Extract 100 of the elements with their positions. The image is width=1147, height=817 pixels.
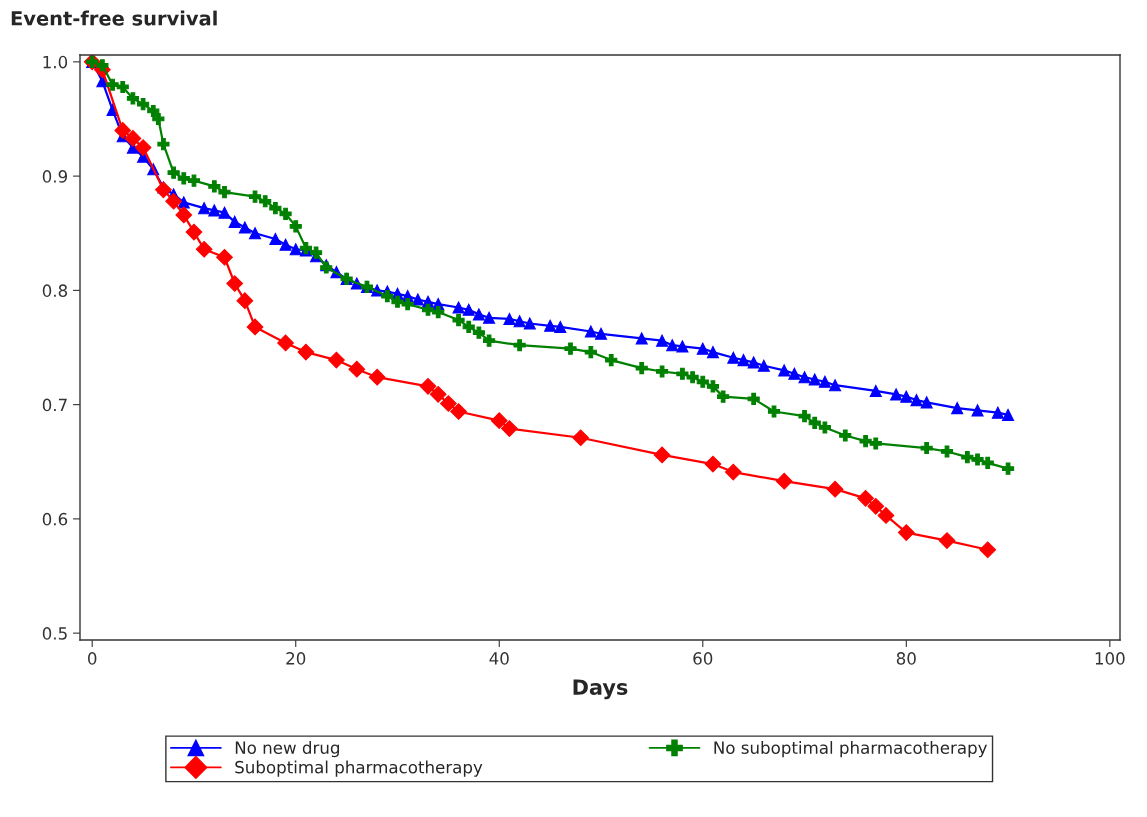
x-tick-label: 60 <box>693 652 713 665</box>
point <box>981 456 994 469</box>
point <box>137 98 150 111</box>
point <box>920 441 933 455</box>
y-tick-label: 0.9 <box>42 170 68 183</box>
point <box>106 78 119 91</box>
point <box>635 361 648 375</box>
point <box>656 365 669 378</box>
legend-label: Suboptimal pharmacotherapy <box>235 760 483 777</box>
point <box>747 392 760 405</box>
point <box>134 139 152 156</box>
point <box>897 524 915 541</box>
point <box>839 429 852 442</box>
point <box>808 416 821 429</box>
point <box>152 112 165 126</box>
point <box>124 130 142 147</box>
point <box>859 435 872 448</box>
point <box>472 326 485 339</box>
point <box>279 207 292 220</box>
point <box>717 390 730 403</box>
point <box>818 421 831 434</box>
point <box>297 343 315 361</box>
point <box>310 246 323 259</box>
point <box>157 138 170 151</box>
point <box>195 240 213 258</box>
point <box>564 342 577 355</box>
point <box>187 174 201 187</box>
point <box>462 320 475 334</box>
point <box>116 80 129 94</box>
point <box>96 59 109 72</box>
y-tick-label: 0.5 <box>42 627 67 640</box>
point <box>513 339 526 352</box>
point <box>501 420 518 437</box>
point <box>391 295 404 308</box>
point <box>289 220 302 233</box>
x-tick-label: 80 <box>896 652 916 665</box>
y-tick-label: 0.6 <box>42 512 68 526</box>
point <box>114 122 132 139</box>
point <box>216 248 233 266</box>
point <box>869 437 882 450</box>
point <box>971 453 984 466</box>
point <box>653 446 671 464</box>
legend-label: No suboptimal pharmacotherapy <box>714 741 988 758</box>
x-tick-label: 40 <box>489 652 509 665</box>
point <box>401 298 414 311</box>
point <box>940 445 954 458</box>
point <box>676 367 689 380</box>
point <box>798 409 811 423</box>
point <box>605 353 618 367</box>
point <box>236 292 254 310</box>
point <box>218 186 231 199</box>
point <box>452 314 465 327</box>
point <box>421 303 435 316</box>
y-tick-label: 1.0 <box>43 55 68 69</box>
point <box>246 318 264 336</box>
point <box>381 290 394 303</box>
point <box>857 489 874 507</box>
x-tick-label: 0 <box>88 652 97 665</box>
point <box>167 166 180 179</box>
point <box>961 451 974 464</box>
point <box>767 405 781 418</box>
y-tick-label: 0.7 <box>42 398 67 412</box>
point <box>877 507 895 524</box>
point <box>126 92 139 105</box>
point <box>490 412 508 429</box>
point <box>155 181 172 199</box>
y-tick-label: 0.8 <box>42 284 68 297</box>
point <box>440 395 457 412</box>
point <box>826 480 844 498</box>
point <box>724 463 742 481</box>
point <box>867 497 885 515</box>
point <box>185 223 203 241</box>
point <box>1001 462 1015 475</box>
point <box>259 195 272 208</box>
x-tick-label: 100 <box>1095 652 1125 665</box>
point <box>429 385 447 403</box>
point <box>704 455 722 473</box>
point <box>269 202 282 215</box>
point <box>277 334 294 352</box>
x-axis-title: Days <box>573 679 628 700</box>
y-axis-title: Event-free survival <box>11 10 217 26</box>
point <box>938 532 956 549</box>
x-tick-label: 20 <box>286 652 306 665</box>
point <box>177 172 190 185</box>
point <box>572 429 590 447</box>
point <box>208 180 221 193</box>
point <box>686 371 699 384</box>
point <box>483 334 496 347</box>
point <box>248 190 262 203</box>
point <box>419 377 437 395</box>
point <box>328 351 345 369</box>
point <box>775 472 793 490</box>
point <box>165 192 182 210</box>
point <box>368 368 386 386</box>
point <box>706 380 720 393</box>
point <box>432 306 445 319</box>
point <box>450 403 467 420</box>
legend-label: No new drug <box>235 741 339 758</box>
point <box>175 206 193 224</box>
point <box>226 275 244 292</box>
